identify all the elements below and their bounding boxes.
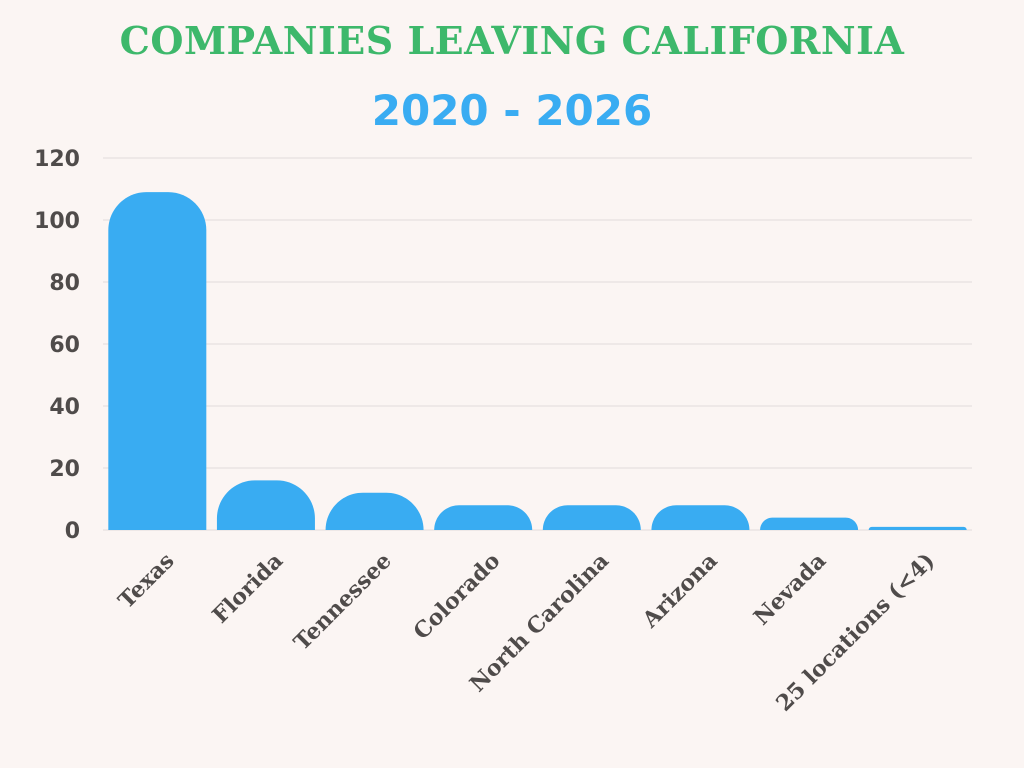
bar-nevada <box>760 517 859 530</box>
y-tick-label: 0 <box>65 519 80 544</box>
y-tick-label: 80 <box>49 271 80 296</box>
bar-arizona <box>651 505 750 530</box>
x-tick-label: Colorado <box>408 548 505 645</box>
x-tick-label: Texas <box>113 548 179 614</box>
x-tick-label: Arizona <box>637 548 723 634</box>
bar-25-locations-4 <box>868 526 967 530</box>
bar-texas <box>108 192 207 530</box>
bar-north-carolina <box>542 505 641 530</box>
y-tick-label: 60 <box>49 333 80 358</box>
y-tick-label: 120 <box>34 147 80 172</box>
x-tick-label: Florida <box>207 548 288 629</box>
chart-subtitle: 2020 - 2026 <box>371 86 653 135</box>
bar-tennessee <box>325 492 424 530</box>
y-tick-label: 20 <box>49 457 80 482</box>
bar-colorado <box>434 505 533 530</box>
chart-title: COMPANIES LEAVING CALIFORNIA <box>119 18 905 63</box>
x-tick-label: Nevada <box>749 548 832 631</box>
x-tick-label: Tennessee <box>289 548 397 656</box>
bar-florida <box>216 480 315 530</box>
y-tick-label: 40 <box>49 395 80 420</box>
y-tick-label: 100 <box>34 209 80 234</box>
